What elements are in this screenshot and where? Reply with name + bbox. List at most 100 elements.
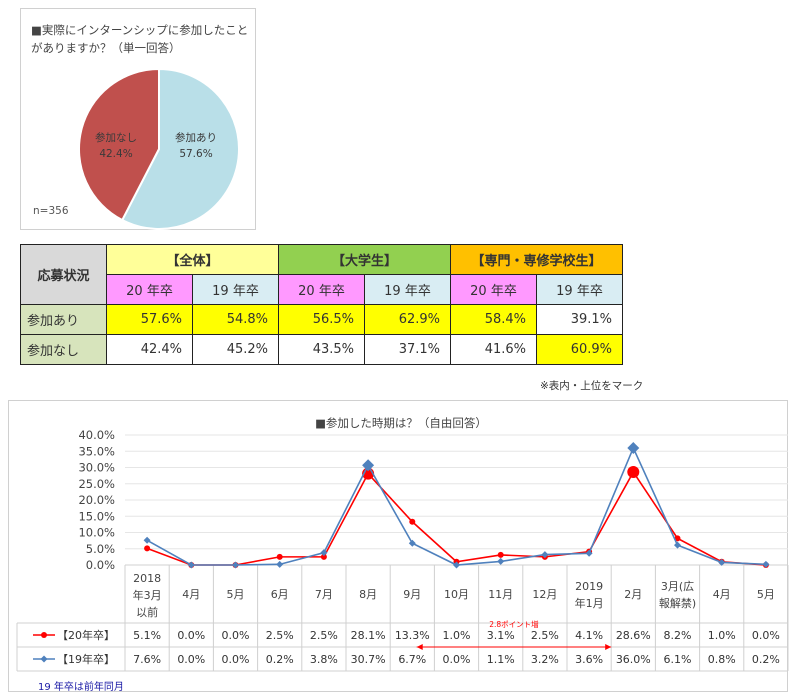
data-table-value: 0.0% xyxy=(222,653,250,666)
data-table-value: 0.0% xyxy=(177,653,205,666)
data-table-value: 0.2% xyxy=(752,653,780,666)
series-name: 【20年卒】 xyxy=(57,628,115,642)
data-point xyxy=(585,549,593,557)
series-line xyxy=(146,470,766,566)
data-point xyxy=(762,560,770,568)
data-table-value: 0.0% xyxy=(443,653,471,666)
year-col-header: 19 年卒 xyxy=(364,274,451,305)
year-col-header: 20 年卒 xyxy=(278,274,365,305)
data-table-value: 2.5% xyxy=(266,629,294,642)
x-category-label: 9月 xyxy=(403,588,421,601)
x-category-label: 7月 xyxy=(315,588,333,601)
x-category-label: 6月 xyxy=(271,588,289,601)
footnote: 19 年卒は前年同月 xyxy=(38,682,124,693)
year-col-header: 20 年卒 xyxy=(450,274,537,305)
data-point xyxy=(320,553,327,560)
x-category-label: 5月 xyxy=(757,588,775,601)
pie-panel: ■実際にインターンシップに参加したことがありますか？（単一回答） 参加あり 57.… xyxy=(20,8,256,230)
data-point xyxy=(718,558,726,566)
data-point xyxy=(362,459,375,472)
table-cell: 58.4% xyxy=(450,304,537,335)
data-table-value: 0.8% xyxy=(708,653,736,666)
table-cell: 43.5% xyxy=(278,334,365,365)
x-category-label: 5月 xyxy=(227,588,245,601)
group-university: 【大学生】 xyxy=(278,244,451,275)
table-note: ※表内・上位をマーク xyxy=(540,380,644,392)
data-point xyxy=(541,551,549,559)
pie-slice-label: 参加あり xyxy=(175,131,217,144)
x-category-label: 4月 xyxy=(182,588,200,601)
data-point xyxy=(232,561,239,569)
x-category-label: 12月 xyxy=(532,588,557,601)
application-status-table: 応募状況 【全体】 【大学生】 【専門・専修学校生】 20 年卒 19 年卒 2… xyxy=(20,244,623,365)
data-table-value: 36.0% xyxy=(616,653,651,666)
timing-line-chart: ■参加した時期は？（自由回答） 0.0% 5.0% 10.0% 15.0% 20.0% 25… xyxy=(16,416,789,672)
x-category-label: 10月 xyxy=(444,588,469,601)
pie-slice xyxy=(120,67,240,230)
group-all: 【全体】 xyxy=(106,244,279,275)
legend-marker xyxy=(40,655,48,663)
data-point xyxy=(408,539,416,547)
chart-title: ■参加した時期は？（自由回答） xyxy=(315,416,487,430)
series-name: 【19年卒】 xyxy=(57,652,115,666)
x-category-label: 3月(広 xyxy=(661,580,694,593)
x-category-label: 年3月 xyxy=(133,588,162,602)
data-table-value: 7.6% xyxy=(133,653,161,666)
y-tick-label: 15.0% xyxy=(78,509,115,523)
data-point xyxy=(627,466,640,479)
data-point xyxy=(497,557,505,565)
series-line xyxy=(146,446,766,566)
y-tick-label: 30.0% xyxy=(78,461,115,475)
y-tick-label: 0.0% xyxy=(86,558,115,572)
data-point xyxy=(453,561,460,569)
pie-slice-value: 42.4% xyxy=(99,148,132,160)
arrow-head xyxy=(605,644,612,650)
group-vocational: 【専門・専修学校生】 xyxy=(450,244,623,275)
x-category-label: 8月 xyxy=(359,588,377,601)
data-point xyxy=(276,553,283,560)
pie-slice xyxy=(78,67,160,222)
data-table-value: 3.6% xyxy=(575,653,603,666)
y-tick-label: 25.0% xyxy=(78,477,115,491)
arrow-head xyxy=(416,644,423,650)
pie-title: ■実際にインターンシップに参加したことがありますか？（単一回答） xyxy=(31,23,249,55)
table-cell: 57.6% xyxy=(106,304,193,335)
data-table-value: 3.1% xyxy=(487,629,515,642)
data-table-value: 4.1% xyxy=(575,629,603,642)
data-table-value: 1.1% xyxy=(487,653,515,666)
x-category-label: 年1月 xyxy=(575,596,604,610)
y-tick-label: 10.0% xyxy=(78,526,115,540)
year-col-header: 19 年卒 xyxy=(536,274,623,305)
data-point xyxy=(320,549,328,557)
data-point xyxy=(144,545,151,552)
data-table-value: 30.7% xyxy=(351,653,386,666)
data-point xyxy=(674,541,681,549)
data-table-value: 28.6% xyxy=(616,629,651,642)
data-table-value: 0.0% xyxy=(752,629,780,642)
legend-key xyxy=(33,655,55,663)
table-row: 参加あり 57.6% 54.8% 56.5% 62.9% 58.4% 39.1% xyxy=(20,304,623,335)
table-cell: 42.4% xyxy=(106,334,193,365)
row-label: 参加なし xyxy=(20,334,107,365)
data-table-value: 3.2% xyxy=(531,653,559,666)
table-row: 参加なし 42.4% 45.2% 43.5% 37.1% 41.6% 60.9% xyxy=(20,334,623,365)
data-table-value: 6.1% xyxy=(664,653,692,666)
y-tick-label: 35.0% xyxy=(78,444,115,458)
table-cell: 62.9% xyxy=(364,304,451,335)
data-table-value: 3.8% xyxy=(310,653,338,666)
data-point xyxy=(276,560,284,568)
x-category-label: 2018 xyxy=(133,572,161,585)
data-point xyxy=(627,442,640,454)
legend-key xyxy=(33,632,55,638)
pie-sample-size: n=356 xyxy=(33,205,69,217)
year-col-header: 20 年卒 xyxy=(106,274,193,305)
data-table-value: 2.5% xyxy=(531,629,559,642)
x-category-label: 以前 xyxy=(136,605,158,619)
year-col-header: 19 年卒 xyxy=(192,274,279,305)
pie-slice-value: 57.6% xyxy=(179,148,212,160)
x-category-label: 2019 xyxy=(575,580,603,593)
y-tick-label: 5.0% xyxy=(86,542,115,556)
table-cell: 56.5% xyxy=(278,304,365,335)
data-table-value: 8.2% xyxy=(664,629,692,642)
data-table-value: 2.5% xyxy=(310,629,338,642)
